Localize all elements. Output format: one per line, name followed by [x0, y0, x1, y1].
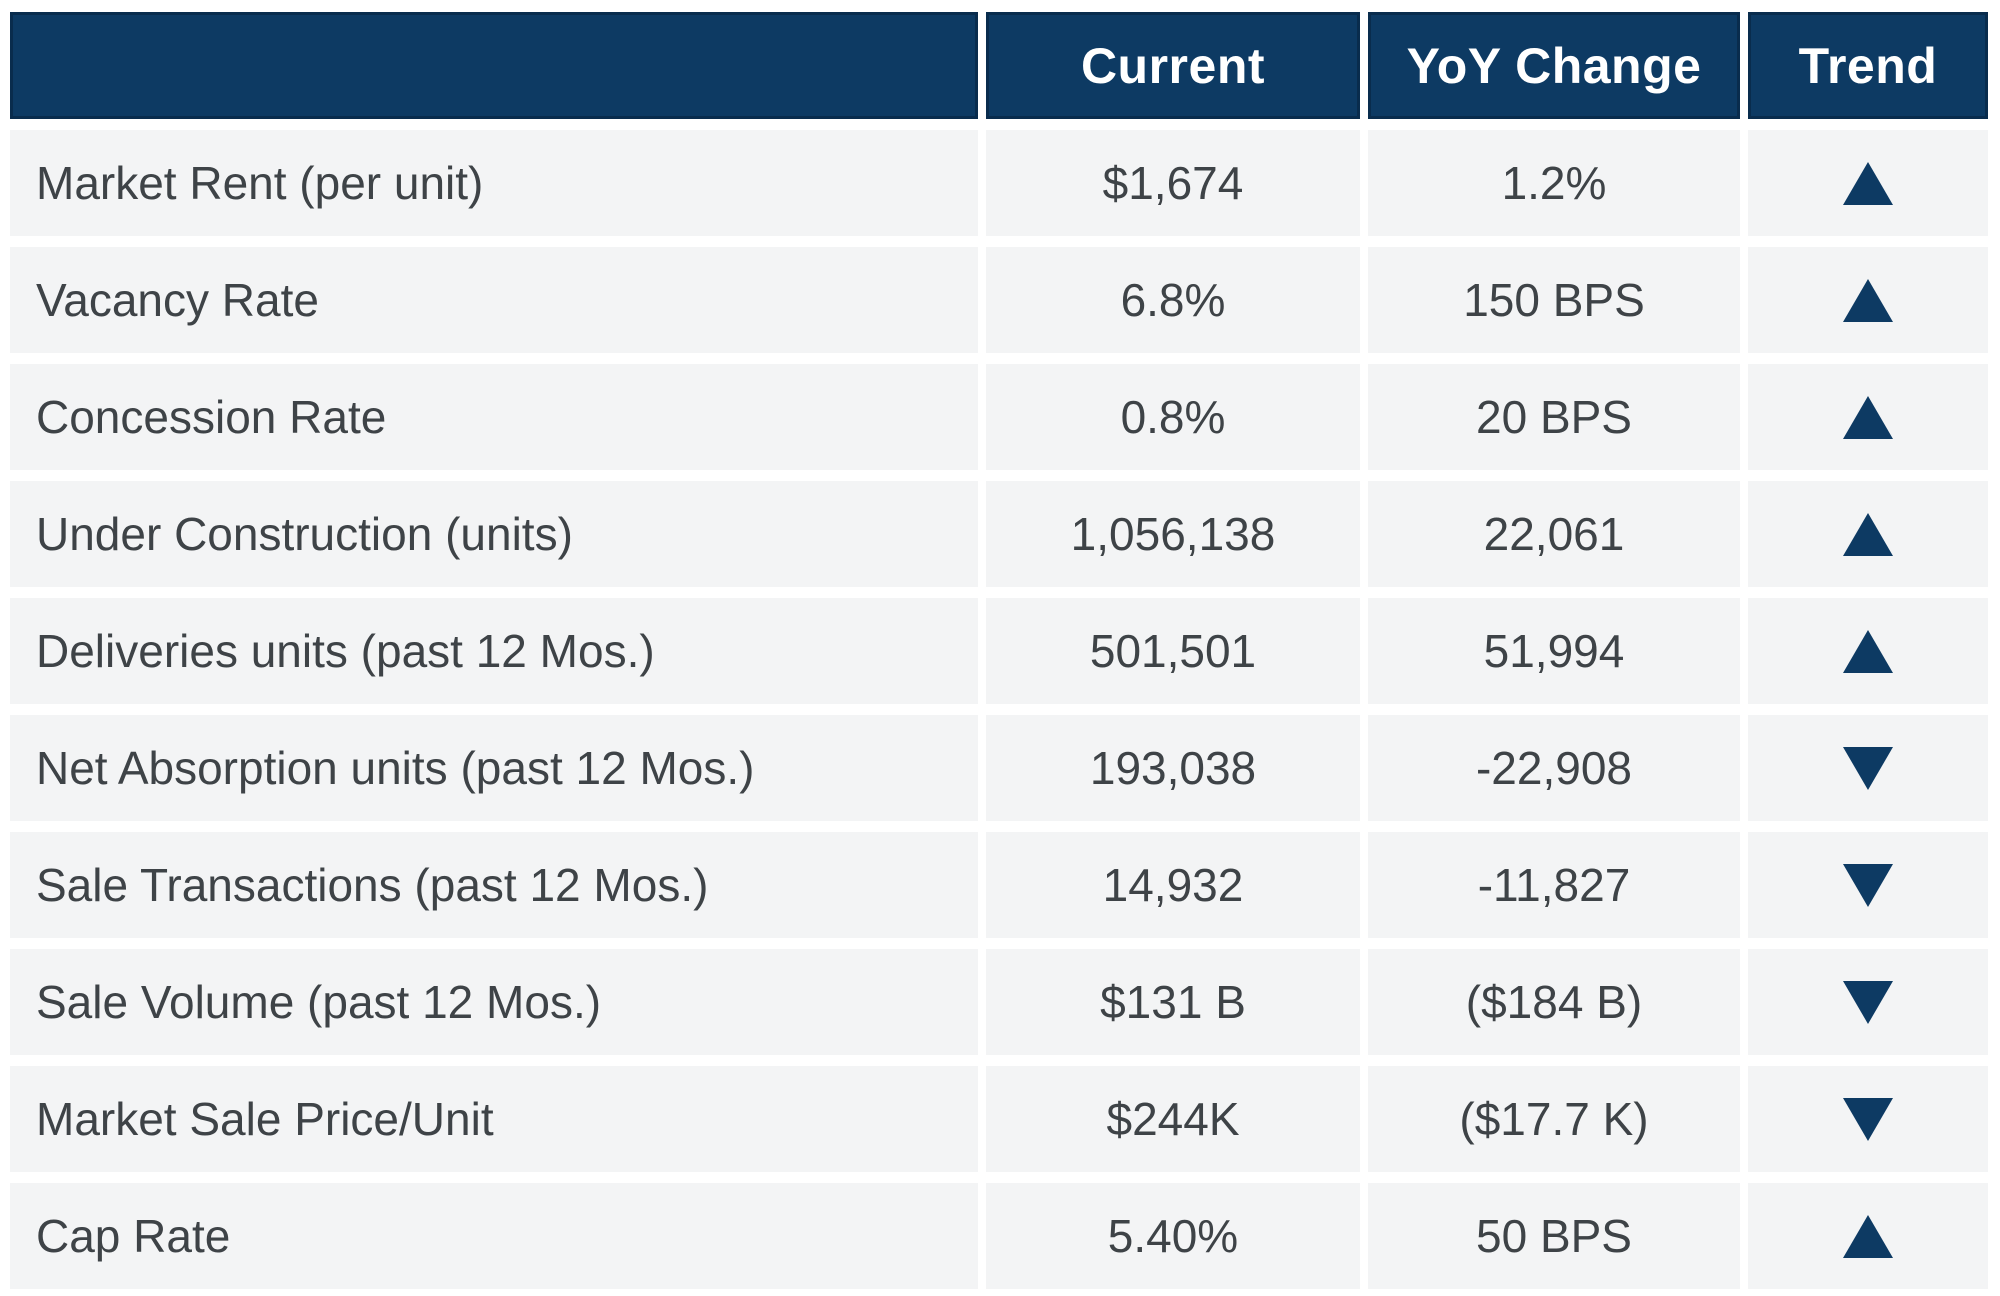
- trend-up-icon: [1843, 629, 1893, 673]
- yoy-change-cell: ($17.7 K): [1368, 1066, 1740, 1172]
- current-value-cell: 193,038: [986, 715, 1360, 821]
- trend-down-icon: [1843, 746, 1893, 790]
- header-cell-trend: Trend: [1748, 12, 1988, 119]
- trend-up-icon: [1843, 395, 1893, 439]
- trend-down-icon: [1843, 863, 1893, 907]
- yoy-change-cell: 51,994: [1368, 598, 1740, 704]
- table-grid: Current YoY Change Trend Market Rent (pe…: [10, 12, 1988, 1289]
- current-value-cell: 5.40%: [986, 1183, 1360, 1289]
- yoy-change-cell: 150 BPS: [1368, 247, 1740, 353]
- current-value-cell: 14,932: [986, 832, 1360, 938]
- metric-label-cell: Vacancy Rate: [10, 247, 978, 353]
- trend-up-icon: [1843, 1214, 1893, 1258]
- trend-cell: [1748, 715, 1988, 821]
- current-value-cell: 1,056,138: [986, 481, 1360, 587]
- header-cell-current: Current: [986, 12, 1360, 119]
- trend-up-icon: [1843, 161, 1893, 205]
- trend-cell: [1748, 832, 1988, 938]
- trend-cell: [1748, 949, 1988, 1055]
- metric-label-cell: Market Rent (per unit): [10, 130, 978, 236]
- trend-cell: [1748, 130, 1988, 236]
- current-value-cell: $1,674: [986, 130, 1360, 236]
- trend-cell: [1748, 1066, 1988, 1172]
- trend-cell: [1748, 598, 1988, 704]
- yoy-change-cell: 50 BPS: [1368, 1183, 1740, 1289]
- current-value-cell: 501,501: [986, 598, 1360, 704]
- yoy-change-cell: -22,908: [1368, 715, 1740, 821]
- metric-label-cell: Cap Rate: [10, 1183, 978, 1289]
- trend-cell: [1748, 1183, 1988, 1289]
- metric-label-cell: Sale Volume (past 12 Mos.): [10, 949, 978, 1055]
- trend-down-icon: [1843, 980, 1893, 1024]
- metric-label-cell: Market Sale Price/Unit: [10, 1066, 978, 1172]
- trend-cell: [1748, 247, 1988, 353]
- trend-up-icon: [1843, 278, 1893, 322]
- yoy-change-cell: -11,827: [1368, 832, 1740, 938]
- current-value-cell: $131 B: [986, 949, 1360, 1055]
- metric-label-cell: Deliveries units (past 12 Mos.): [10, 598, 978, 704]
- header-cell-yoy-change: YoY Change: [1368, 12, 1740, 119]
- metric-label-cell: Sale Transactions (past 12 Mos.): [10, 832, 978, 938]
- metric-label-cell: Concession Rate: [10, 364, 978, 470]
- header-cell-metric: [10, 12, 978, 119]
- yoy-change-cell: 22,061: [1368, 481, 1740, 587]
- yoy-change-cell: 20 BPS: [1368, 364, 1740, 470]
- metric-label-cell: Under Construction (units): [10, 481, 978, 587]
- trend-up-icon: [1843, 512, 1893, 556]
- trend-cell: [1748, 364, 1988, 470]
- current-value-cell: 0.8%: [986, 364, 1360, 470]
- yoy-change-cell: 1.2%: [1368, 130, 1740, 236]
- yoy-change-cell: ($184 B): [1368, 949, 1740, 1055]
- current-value-cell: $244K: [986, 1066, 1360, 1172]
- current-value-cell: 6.8%: [986, 247, 1360, 353]
- trend-cell: [1748, 481, 1988, 587]
- metric-label-cell: Net Absorption units (past 12 Mos.): [10, 715, 978, 821]
- trend-down-icon: [1843, 1097, 1893, 1141]
